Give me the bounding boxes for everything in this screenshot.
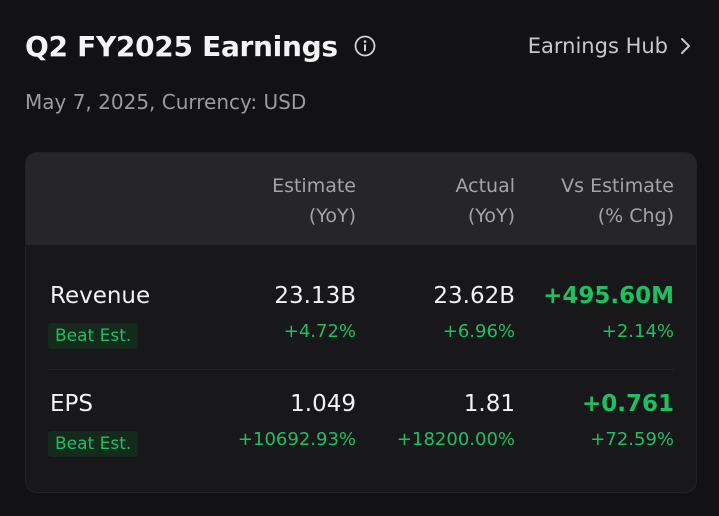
- column-header-estimate: Estimate (YoY): [272, 171, 356, 231]
- estimate-cell: 23.13B +4.72%: [274, 283, 356, 342]
- table-row-revenue: Revenue Beat Est. 23.13B +4.72% 23.62B +…: [26, 263, 696, 371]
- beat-estimate-badge: Beat Est.: [48, 431, 139, 457]
- estimate-yoy: +10692.93%: [237, 429, 356, 450]
- estimate-cell: 1.049 +10692.93%: [238, 391, 356, 450]
- estimate-value: 1.049: [290, 391, 356, 417]
- vs-estimate-cell: +495.60M +2.14%: [543, 283, 674, 342]
- info-icon[interactable]: [354, 35, 376, 57]
- vs-estimate-pct: +72.59%: [590, 429, 674, 450]
- actual-value: 23.62B: [433, 283, 515, 309]
- vs-estimate-cell: +0.761 +72.59%: [582, 391, 674, 450]
- row-divider: [48, 369, 674, 370]
- column-header-vs-estimate-line1: Vs Estimate: [561, 175, 674, 197]
- vs-estimate-value: +0.761: [581, 391, 674, 417]
- page-title: Q2 FY2025 Earnings: [25, 29, 338, 63]
- table-header: Estimate (YoY) Actual (YoY) Vs Estimate …: [26, 153, 696, 245]
- column-header-estimate-line2: (YoY): [308, 205, 356, 227]
- earnings-hub-label: Earnings Hub: [527, 34, 668, 58]
- estimate-yoy: +4.72%: [283, 321, 356, 342]
- actual-cell: 23.62B +6.96%: [433, 283, 515, 342]
- column-header-vs-estimate-line2: (% Chg): [597, 205, 674, 227]
- column-header-actual-line2: (YoY): [467, 205, 515, 227]
- title-group: Q2 FY2025 Earnings: [25, 30, 376, 63]
- actual-value: 1.81: [463, 391, 515, 417]
- beat-estimate-badge: Beat Est.: [48, 323, 139, 349]
- actual-yoy: +18200.00%: [396, 429, 515, 450]
- column-header-estimate-line1: Estimate: [272, 175, 356, 197]
- vs-estimate-pct: +2.14%: [601, 321, 674, 342]
- metric-name: EPS: [50, 391, 94, 417]
- earnings-hub-link[interactable]: Earnings Hub: [528, 34, 694, 58]
- column-header-actual: Actual (YoY): [455, 171, 515, 231]
- column-header-vs-estimate: Vs Estimate (% Chg): [561, 171, 674, 231]
- chevron-right-icon: [680, 36, 694, 56]
- estimate-value: 23.13B: [274, 283, 356, 309]
- column-header-actual-line1: Actual: [455, 175, 515, 197]
- actual-cell: 1.81 +18200.00%: [397, 391, 515, 450]
- actual-yoy: +6.96%: [442, 321, 515, 342]
- table-row-eps: EPS Beat Est. 1.049 +10692.93% 1.81 +182…: [26, 371, 696, 479]
- earnings-table-card: Estimate (YoY) Actual (YoY) Vs Estimate …: [25, 152, 697, 493]
- metric-name: Revenue: [50, 283, 151, 309]
- report-date-currency: May 7, 2025, Currency: USD: [25, 90, 307, 114]
- earnings-header: Q2 FY2025 Earnings Earnings Hub: [25, 26, 694, 66]
- vs-estimate-value: +495.60M: [543, 283, 674, 309]
